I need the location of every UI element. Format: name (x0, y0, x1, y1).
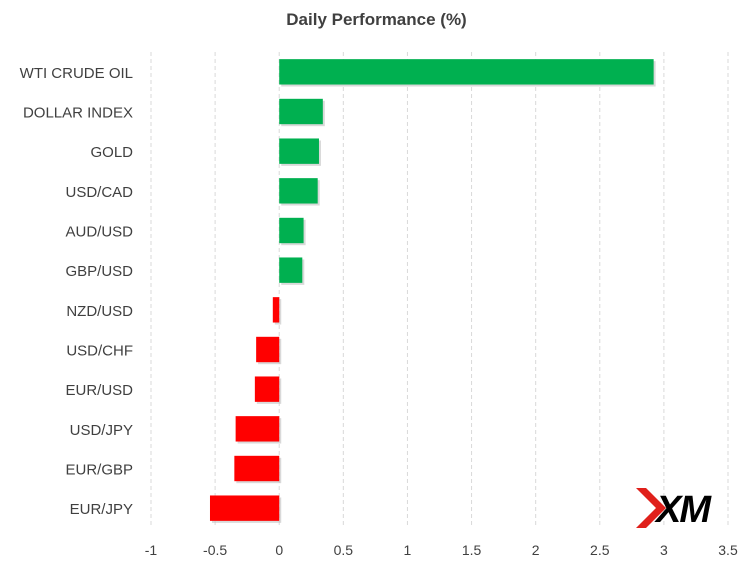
chart-title: Daily Performance (%) (286, 10, 467, 29)
category-label: USD/CHF (66, 343, 133, 360)
bar (272, 297, 280, 323)
category-label: AUD/USD (65, 224, 133, 241)
x-tick-label: 2 (532, 542, 540, 558)
x-tick-label: -0.5 (203, 542, 227, 558)
category-label: GBP/USD (65, 263, 133, 280)
bar (254, 376, 280, 402)
x-tick-label: 0 (275, 542, 283, 558)
bar (234, 455, 280, 482)
category-label: EUR/GBP (65, 462, 133, 479)
category-label: USD/JPY (70, 422, 133, 439)
category-label: EUR/JPY (70, 501, 133, 518)
bar (256, 336, 280, 363)
bar (279, 59, 654, 85)
x-tick-label: 2.5 (590, 542, 610, 558)
logo-text: XM (654, 489, 712, 528)
category-label: WTI CRUDE OIL (20, 65, 133, 82)
bar (279, 138, 319, 164)
category-label: DOLLAR INDEX (23, 105, 133, 122)
x-tick-label: 0.5 (334, 542, 354, 558)
bar (279, 217, 304, 244)
xm-logo: XM (636, 488, 736, 528)
logo-mark-icon (636, 488, 666, 528)
category-label: EUR/USD (65, 382, 133, 399)
x-tick-label: -1 (145, 542, 158, 558)
bar (279, 98, 323, 125)
category-label: USD/CAD (65, 184, 133, 201)
bar (279, 257, 303, 283)
category-label: NZD/USD (66, 303, 133, 320)
bar (235, 416, 280, 442)
x-tick-label: 3 (660, 542, 668, 558)
x-tick-label: 3.5 (718, 542, 738, 558)
x-tick-label: 1 (404, 542, 412, 558)
bar (279, 178, 318, 204)
bar (209, 495, 280, 521)
category-label: GOLD (90, 144, 133, 161)
x-tick-label: 1.5 (462, 542, 482, 558)
